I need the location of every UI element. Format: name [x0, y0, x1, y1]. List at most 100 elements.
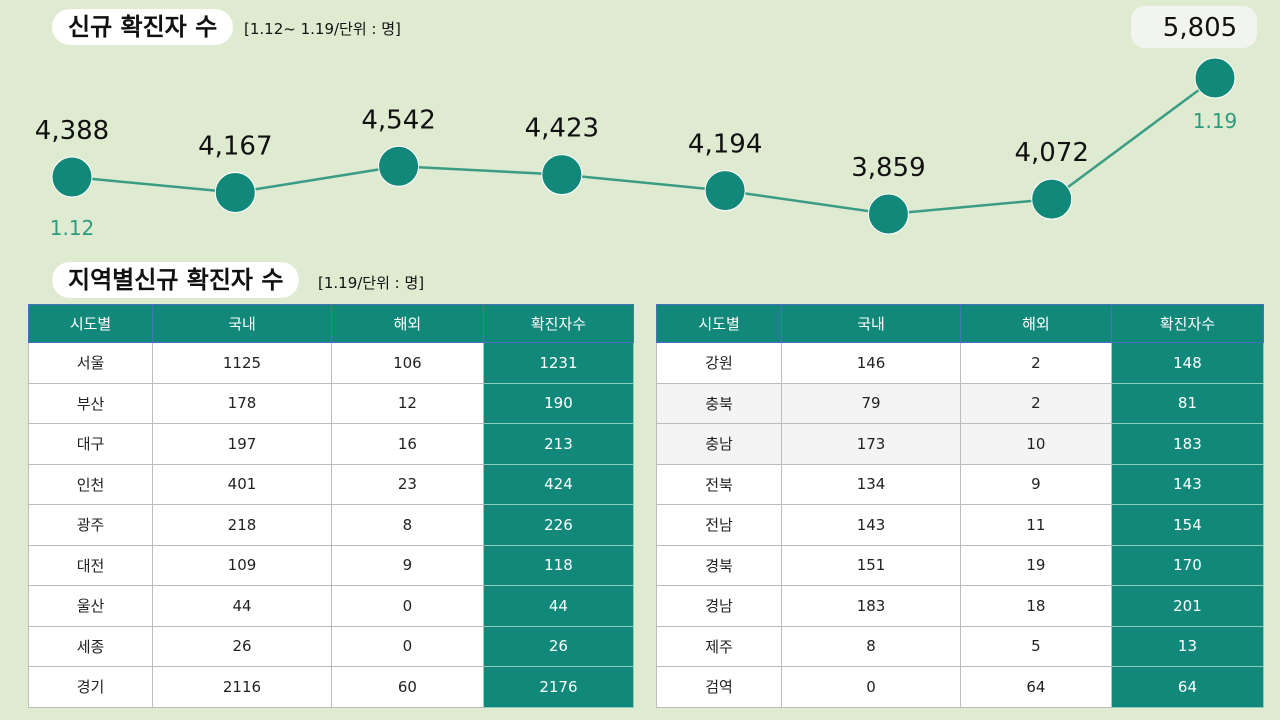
value-label: 4,542	[361, 105, 435, 135]
cell: 2	[959, 382, 1112, 424]
cell: 178	[152, 382, 332, 424]
header-cell: 시도별	[655, 304, 783, 343]
cell: 0	[330, 585, 484, 627]
header-cell: 확진자수	[482, 304, 635, 343]
cell: 11	[959, 504, 1112, 546]
cell: 대구	[27, 423, 154, 465]
point	[704, 170, 746, 212]
cell: 146	[781, 342, 961, 384]
cell: 전북	[655, 463, 783, 505]
header-cell: 시도별	[27, 304, 154, 343]
point	[51, 156, 93, 198]
cell: 2176	[482, 666, 635, 708]
line	[71, 76, 1216, 216]
table-right: 시도별 국내 해외 확진자수 강원 146 2 148 충북 79 2 81 충남 173 10 183 전북 1…	[655, 304, 1265, 708]
cell: 9	[959, 463, 1112, 505]
cell: 197	[152, 423, 332, 465]
cell: 109	[152, 544, 332, 586]
row: 부산 178 12 190	[27, 382, 635, 424]
cell: 143	[781, 504, 961, 546]
cell: 16	[330, 423, 484, 465]
cell: 218	[152, 504, 332, 546]
header-cell: 해외	[330, 304, 484, 343]
cell: 213	[482, 423, 635, 465]
row: 경기 2116 60 2176	[27, 666, 635, 708]
cell: 울산	[27, 585, 154, 627]
point	[867, 193, 909, 235]
cell: 12	[330, 382, 484, 424]
row: 대구 197 16 213	[27, 423, 635, 465]
cell: 81	[1110, 382, 1265, 424]
cell: 60	[330, 666, 484, 708]
chart-title: 신규 확진자 수	[52, 9, 234, 45]
cell: 173	[781, 423, 961, 465]
row: 경북 151 19 170	[655, 544, 1265, 586]
cell: 10	[959, 423, 1112, 465]
cell: 경북	[655, 544, 783, 586]
point	[1031, 178, 1073, 220]
x-label: 1.19	[1193, 109, 1238, 133]
cell: 26	[152, 625, 332, 667]
value-label: 5,805	[1163, 13, 1237, 43]
cell: 143	[1110, 463, 1265, 505]
cell: 충남	[655, 423, 783, 465]
cell: 대전	[27, 544, 154, 586]
point	[1194, 57, 1236, 99]
cell: 13	[1110, 625, 1265, 667]
highlight-box	[1131, 6, 1257, 48]
row: 대전 109 9 118	[27, 544, 635, 586]
value-label: 4,423	[525, 114, 599, 144]
row: 강원 146 2 148	[655, 342, 1265, 384]
row: 충북 79 2 81	[655, 382, 1265, 424]
cell: 1125	[152, 342, 332, 384]
cell: 151	[781, 544, 961, 586]
cell: 18	[959, 585, 1112, 627]
cell: 광주	[27, 504, 154, 546]
header-cell: 해외	[959, 304, 1112, 343]
row: 충남 173 10 183	[655, 423, 1265, 465]
value-label: 4,194	[688, 130, 762, 160]
header-cell: 국내	[781, 304, 961, 343]
value-label: 4,167	[198, 131, 272, 161]
cell: 201	[1110, 585, 1265, 627]
row: 광주 218 8 226	[27, 504, 635, 546]
row: 경남 183 18 201	[655, 585, 1265, 627]
cell: 154	[1110, 504, 1265, 546]
cell: 170	[1110, 544, 1265, 586]
cell: 전남	[655, 504, 783, 546]
cell: 9	[330, 544, 484, 586]
header-row: 시도별 국내 해외 확진자수	[27, 304, 635, 343]
section-title: 지역별신규 확진자 수	[52, 262, 300, 298]
cell: 부산	[27, 382, 154, 424]
cell: 강원	[655, 342, 783, 384]
cell: 세종	[27, 625, 154, 667]
cell: 19	[959, 544, 1112, 586]
cell: 5	[959, 625, 1112, 667]
cell: 401	[152, 463, 332, 505]
row: 세종 26 0 26	[27, 625, 635, 667]
cell: 148	[1110, 342, 1265, 384]
cell: 경남	[655, 585, 783, 627]
cell: 8	[781, 625, 961, 667]
row: 전북 134 9 143	[655, 463, 1265, 505]
chart: 4,388 1.12 4,167 4,542 4,423 4,194 3,859 4,072 5…	[35, 6, 1257, 240]
cell: 79	[781, 382, 961, 424]
row: 제주 8 5 13	[655, 625, 1265, 667]
row: 인천 401 23 424	[27, 463, 635, 505]
x-label: 1.12	[50, 216, 95, 240]
cell: 2116	[152, 666, 332, 708]
section-subtitle: [1.19/단위 : 명]	[318, 274, 425, 292]
value-label: 4,388	[35, 116, 109, 146]
cell: 26	[482, 625, 635, 667]
cell: 검역	[655, 666, 783, 708]
row: 서울 1125 106 1231	[27, 342, 635, 384]
header-row: 시도별 국내 해외 확진자수	[655, 304, 1265, 343]
cell: 106	[330, 342, 484, 384]
cell: 2	[959, 342, 1112, 384]
row: 검역 0 64 64	[655, 666, 1265, 708]
cell: 183	[1110, 423, 1265, 465]
table-left: 시도별 국내 해외 확진자수 서울 1125 106 1231 부산 178 12 190 대구 197 1…	[27, 304, 635, 708]
value-label: 3,859	[851, 153, 925, 183]
cell: 134	[781, 463, 961, 505]
